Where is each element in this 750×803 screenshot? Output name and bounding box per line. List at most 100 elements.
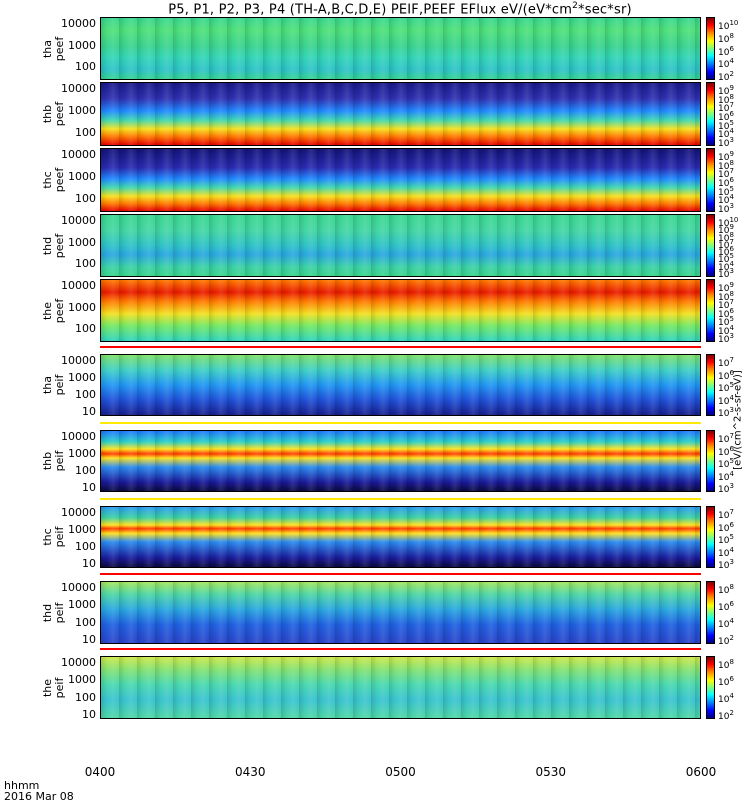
- panel-separator-strip: [100, 344, 701, 350]
- panel-label-tha-peef: tha peef: [41, 35, 66, 63]
- colorbar: [706, 148, 715, 212]
- y-tick-label: 100: [75, 192, 96, 205]
- colorbar-tick-label: 103: [718, 202, 734, 215]
- colorbar-tick-label: 108: [718, 31, 734, 45]
- y-tick-label: 10000: [61, 581, 96, 594]
- colorbar-tick-label: 104: [718, 193, 734, 207]
- spectrogram-panel-thd-peif: [100, 581, 701, 644]
- panel-label-line2: peef: [53, 233, 66, 258]
- y-tick-label: 10: [82, 405, 96, 418]
- colorbar-tick-label: 109: [718, 150, 734, 163]
- colorbar-tick-label: 106: [718, 306, 734, 320]
- spectrogram-texture: [101, 215, 700, 276]
- colorbar-tick-label: 104: [718, 692, 734, 705]
- panel-separator-strip: [100, 420, 701, 426]
- y-tick-label: 1000: [68, 300, 96, 314]
- spectrogram-panel-tha-peif: [100, 354, 701, 416]
- y-tick-label: 10: [82, 708, 96, 721]
- colorbar-tick-label: 104: [718, 323, 734, 337]
- colorbar-tick-label: 106: [718, 675, 734, 688]
- spectrogram-texture: [101, 280, 700, 341]
- y-tick-label: 1000: [68, 598, 96, 612]
- colorbar-tick-label: 103: [718, 332, 734, 345]
- colorbar-tick-label: 104: [718, 469, 734, 483]
- colorbar-tick-label: 107: [718, 237, 734, 251]
- colorbar-tick-label: 102: [718, 634, 734, 647]
- colorbar-tick-label: 107: [718, 298, 734, 311]
- colorbar-tick-label: 106: [718, 110, 734, 123]
- colorbar-tick-label: 105: [718, 533, 734, 546]
- colorbar-tick-label: 103: [718, 267, 734, 280]
- y-tick-label: 10000: [61, 148, 96, 161]
- colorbar-tick-label: 108: [718, 158, 734, 172]
- spectrogram-texture: [101, 657, 700, 718]
- colorbar-tick-label: 104: [718, 393, 734, 407]
- colorbar: [706, 214, 715, 277]
- spectrogram-panel-thc-peef: [100, 148, 701, 212]
- colorbar-tick-label: 103: [718, 136, 734, 149]
- colorbar-tick-label: 106: [718, 176, 734, 189]
- y-tick-label: 10000: [61, 214, 96, 227]
- colorbar-tick-label: 104: [718, 545, 734, 559]
- colorbar-tick-label: 104: [718, 259, 734, 273]
- spectrogram-texture: [101, 83, 700, 145]
- panel-separator-strip: [100, 571, 701, 577]
- colorbar-tick-label: 108: [718, 289, 734, 303]
- colorbar-tick-label: 106: [718, 44, 734, 58]
- spectrogram-texture: [101, 431, 700, 491]
- y-tick-label: 1000: [68, 371, 96, 384]
- spectrogram-texture: [101, 507, 700, 567]
- y-tick-label: 10000: [61, 279, 96, 292]
- x-axis-date-label: 2016 Mar 08: [4, 790, 74, 803]
- y-tick-label: 1000: [68, 523, 96, 536]
- colorbar-unit-label: [eV/(cm^2-s-sr-eV)]: [732, 370, 744, 470]
- colorbar-tick-label: 1010: [718, 19, 739, 32]
- panel-label-line2: peif: [53, 677, 66, 698]
- y-tick-label: 10000: [61, 354, 96, 367]
- panel-separator-strip: [100, 646, 701, 652]
- colorbar-tick-label: 108: [718, 583, 734, 596]
- y-tick-label: 100: [75, 60, 96, 73]
- y-tick-label: 10: [82, 481, 96, 494]
- colorbar-tick-label: 104: [718, 57, 734, 71]
- spectrogram-texture: [101, 149, 700, 211]
- y-tick-label: 10000: [61, 17, 96, 30]
- colorbar: [706, 506, 715, 568]
- y-tick-label: 1000: [68, 447, 96, 460]
- colorbar-tick-label: 102: [718, 70, 734, 83]
- y-tick-label: 10000: [61, 656, 96, 669]
- panel-label-line2: peif: [53, 374, 66, 396]
- colorbar: [706, 82, 715, 146]
- y-tick-label: 100: [75, 257, 96, 270]
- x-axis-format-label: hhmm: [4, 779, 40, 792]
- colorbar-tick-label: 104: [718, 617, 734, 630]
- colorbar: [706, 656, 715, 719]
- colorbar-tick-label: 107: [718, 167, 734, 181]
- colorbar-tick-label: 109: [718, 281, 734, 294]
- colorbar-tick-label: 108: [718, 658, 734, 671]
- panel-label-the-peef: the peef: [41, 297, 66, 325]
- panel-label-line2: peef: [53, 101, 66, 127]
- y-tick-label: 10: [82, 633, 96, 646]
- colorbar-tick-label: 107: [718, 508, 734, 521]
- chart-title: P5, P1, P2, P3, P4 (TH-A,B,C,D,E) PEIF,P…: [168, 1, 632, 18]
- spectrogram-panel-tha-peef: [100, 17, 701, 80]
- panel-label-thc-peef: thc peef: [41, 166, 66, 194]
- spectrogram-texture: [101, 582, 700, 643]
- colorbar-tick-label: 106: [718, 444, 734, 458]
- colorbar-tick-label: 106: [718, 520, 734, 534]
- panel-label-tha-peif: tha peif: [41, 371, 66, 399]
- colorbar-tick-label: 102: [718, 709, 734, 722]
- y-tick-label: 10000: [61, 506, 96, 519]
- x-tick-label: 0600: [685, 765, 717, 779]
- colorbar-tick-label: 105: [718, 457, 734, 470]
- colorbar: [706, 581, 715, 644]
- colorbar-tick-label: 109: [718, 223, 734, 237]
- spectrogram-panel-thb-peef: [100, 82, 701, 146]
- colorbar-tick-label: 103: [718, 558, 734, 571]
- colorbar-tick-label: 103: [718, 482, 734, 495]
- panel-label-thb-peif: thb peif: [41, 447, 66, 475]
- y-tick-label: 10000: [61, 430, 96, 443]
- y-tick-label: 10000: [61, 82, 96, 95]
- colorbar-tick-label: 105: [718, 118, 734, 132]
